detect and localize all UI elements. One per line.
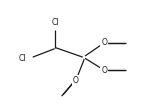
Text: Cl: Cl [19, 54, 27, 62]
Text: O: O [101, 38, 107, 47]
Text: O: O [101, 66, 107, 75]
Text: O: O [73, 76, 79, 85]
Text: Cl: Cl [52, 18, 59, 27]
